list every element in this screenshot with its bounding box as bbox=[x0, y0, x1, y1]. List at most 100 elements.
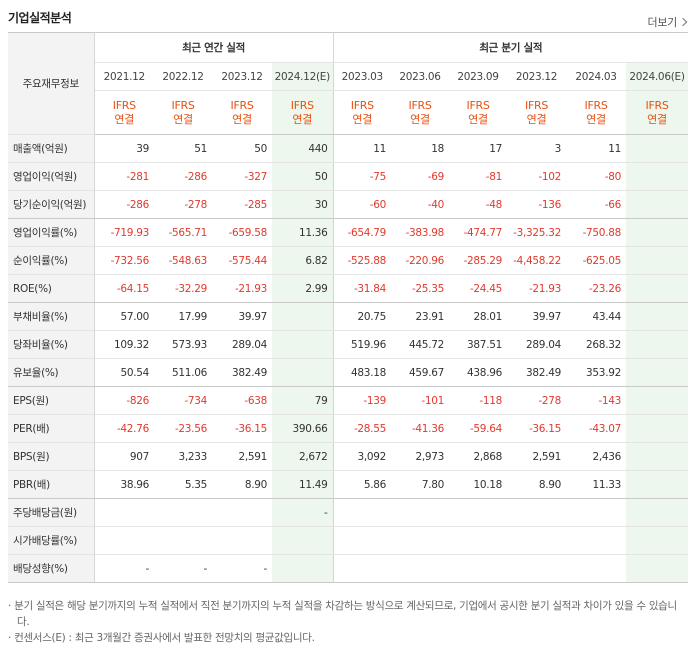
value-cell: 20.75 bbox=[333, 302, 391, 331]
value-cell bbox=[94, 498, 154, 527]
ifrs-label: IFRS bbox=[112, 98, 136, 112]
value-cell: -826 bbox=[94, 386, 154, 415]
value-cell: 2,436 bbox=[566, 442, 626, 471]
value-cell: -734 bbox=[154, 386, 212, 415]
bullet-icon: · bbox=[8, 632, 15, 644]
consolidated-label: 연결 bbox=[647, 112, 667, 126]
value-cell bbox=[626, 190, 688, 219]
row-header-label: 주요재무정보 bbox=[8, 32, 95, 135]
value-cell: -285 bbox=[212, 190, 272, 219]
consolidated-label: 연결 bbox=[292, 112, 313, 126]
value-cell: 30 bbox=[272, 190, 334, 219]
value-cell: -81 bbox=[449, 162, 507, 191]
ifrs-cell: IFRS 연결 bbox=[626, 90, 688, 135]
ifrs-cell: IFRS 연결 bbox=[449, 90, 507, 135]
ifrs-label: IFRS bbox=[350, 98, 374, 112]
value-cell: -36.15 bbox=[507, 414, 566, 443]
value-cell: -40 bbox=[391, 190, 449, 219]
consolidated-label: 연결 bbox=[173, 112, 193, 126]
value-cell: 10.18 bbox=[449, 470, 507, 499]
more-link[interactable]: 더보기 bbox=[648, 14, 688, 30]
value-cell: 11.49 bbox=[272, 470, 334, 499]
value-cell: -36.15 bbox=[212, 414, 272, 443]
value-cell: -136 bbox=[507, 190, 566, 219]
consolidated-label: 연결 bbox=[352, 112, 373, 126]
value-cell: 39.97 bbox=[507, 302, 566, 331]
value-cell: 2,973 bbox=[391, 442, 449, 471]
value-cell bbox=[626, 162, 688, 191]
value-cell bbox=[154, 526, 212, 555]
value-cell: -285.29 bbox=[449, 246, 507, 275]
value-cell bbox=[272, 302, 334, 331]
value-cell: -143 bbox=[566, 386, 626, 415]
value-cell: 289.04 bbox=[212, 330, 272, 359]
value-cell: 11 bbox=[566, 134, 626, 163]
value-cell: 353.92 bbox=[566, 358, 626, 387]
value-cell: -4,458.22 bbox=[507, 246, 566, 275]
value-cell: 17.99 bbox=[154, 302, 212, 331]
row-label: EPS(원) bbox=[8, 386, 95, 415]
value-cell: 18 bbox=[391, 134, 449, 163]
value-cell bbox=[626, 330, 688, 359]
period-header: 2024.03 bbox=[566, 62, 626, 91]
footnote-item: · 분기 실적은 해당 분기까지의 누적 실적에서 직전 분기까지의 누적 실적… bbox=[8, 598, 688, 630]
value-cell: -750.88 bbox=[566, 218, 626, 247]
table-row: 당기순이익(억원) -286 -278 -285 30 -60 -40 -48 -136 -66 bbox=[8, 190, 688, 219]
table-row: BPS(원) 907 3,233 2,591 2,672 3,092 2,973 2,868 2… bbox=[8, 442, 688, 471]
value-cell bbox=[566, 498, 626, 527]
value-cell: -41.36 bbox=[391, 414, 449, 443]
value-cell: 268.32 bbox=[566, 330, 626, 359]
value-cell: -60 bbox=[333, 190, 391, 219]
row-label: 영업이익(억원) bbox=[8, 162, 95, 191]
value-cell: 5.86 bbox=[333, 470, 391, 499]
row-label: 유보율(%) bbox=[8, 358, 95, 387]
row-label: 당좌비율(%) bbox=[8, 330, 95, 359]
value-cell: -638 bbox=[212, 386, 272, 415]
value-cell: 6.82 bbox=[272, 246, 334, 275]
value-cell: -21.93 bbox=[507, 274, 566, 303]
ifrs-label: IFRS bbox=[466, 98, 490, 112]
table-row: 배당성향(%) - - - bbox=[8, 554, 688, 583]
ifrs-cell: IFRS 연결 bbox=[333, 90, 391, 135]
value-cell bbox=[333, 554, 391, 583]
value-cell: -286 bbox=[154, 162, 212, 191]
ifrs-label: IFRS bbox=[584, 98, 608, 112]
footnote-text: 컨센서스(E) : 최근 3개월간 증권사에서 발표한 전망치의 평균값입니다. bbox=[14, 632, 315, 644]
row-label: 순이익률(%) bbox=[8, 246, 95, 275]
table-row: 영업이익률(%) -719.93 -565.71 -659.58 11.36 -654.7… bbox=[8, 218, 688, 247]
value-cell: 28.01 bbox=[449, 302, 507, 331]
value-cell: 17 bbox=[449, 134, 507, 163]
value-cell: -625.05 bbox=[566, 246, 626, 275]
value-cell: -3,325.32 bbox=[507, 218, 566, 247]
value-cell bbox=[626, 358, 688, 387]
table-row: EPS(원) -826 -734 -638 79 -139 -101 -118 -278 -143 bbox=[8, 386, 688, 415]
value-cell: -21.93 bbox=[212, 274, 272, 303]
value-cell: -220.96 bbox=[391, 246, 449, 275]
value-cell: -25.35 bbox=[391, 274, 449, 303]
ifrs-cell: IFRS 연결 bbox=[391, 90, 449, 135]
value-cell: -66 bbox=[566, 190, 626, 219]
value-cell: 445.72 bbox=[391, 330, 449, 359]
value-cell: 57.00 bbox=[94, 302, 154, 331]
value-cell: -23.26 bbox=[566, 274, 626, 303]
consolidated-label: 연결 bbox=[468, 112, 488, 126]
value-cell: 438.96 bbox=[449, 358, 507, 387]
value-cell: -281 bbox=[94, 162, 154, 191]
value-cell bbox=[333, 526, 391, 555]
ifrs-label: IFRS bbox=[408, 98, 432, 112]
value-cell: 2,591 bbox=[507, 442, 566, 471]
row-label: BPS(원) bbox=[8, 442, 95, 471]
row-label: PER(배) bbox=[8, 414, 95, 443]
value-cell: -278 bbox=[507, 386, 566, 415]
value-cell: 23.91 bbox=[391, 302, 449, 331]
value-cell: -383.98 bbox=[391, 218, 449, 247]
value-cell: -43.07 bbox=[566, 414, 626, 443]
value-cell: 2,868 bbox=[449, 442, 507, 471]
ifrs-cell: IFRS 연결 bbox=[272, 90, 334, 135]
value-cell: 39 bbox=[94, 134, 154, 163]
value-cell: -575.44 bbox=[212, 246, 272, 275]
value-cell: -525.88 bbox=[333, 246, 391, 275]
table-row: ROE(%) -64.15 -32.29 -21.93 2.99 -31.84 -25.35… bbox=[8, 274, 688, 303]
value-cell: 8.90 bbox=[507, 470, 566, 499]
value-cell bbox=[272, 358, 334, 387]
